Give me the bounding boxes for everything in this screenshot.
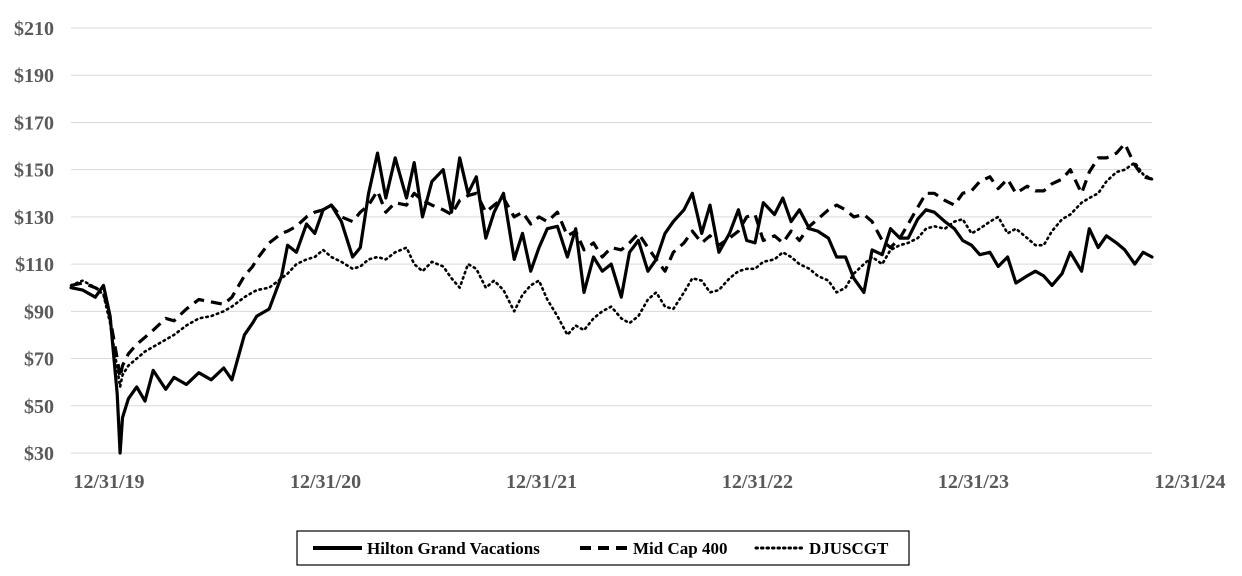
x-tick-label: 12/31/21 [506,471,577,493]
y-tick-label: $70 [24,349,54,371]
series-line-dashed [70,142,1153,379]
y-tick-label: $190 [14,65,54,87]
series-group [69,142,1154,455]
y-tick-label: $50 [24,396,54,418]
y-tick-label: $170 [14,112,54,134]
y-tick-label: $30 [24,443,54,465]
x-tick-label: 12/31/19 [73,471,144,493]
legend: Hilton Grand Vacations Mid Cap 400 DJUSC… [296,530,910,566]
x-tick-label: 12/31/22 [722,471,793,493]
legend-label-hilton: Hilton Grand Vacations [367,539,540,558]
y-axis: $30 $50 $70 $90 $110 $130 $150 $170 $190 $210 [14,18,54,465]
y-tick-label: $210 [14,18,54,40]
x-axis: 12/31/19 12/31/20 12/31/21 12/31/22 12/31/23… [73,471,1225,493]
legend-label-midcap: Mid Cap 400 [633,539,727,558]
y-tick-label: $110 [15,254,54,276]
x-tick-label: 12/31/23 [938,471,1009,493]
series-line-solid [69,151,1154,455]
y-tick-label: $130 [14,207,54,229]
gridlines [71,27,1152,454]
series-line-dotted [69,161,1154,389]
y-tick-label: $150 [14,160,54,182]
x-tick-label: 12/31/24 [1154,471,1225,493]
legend-label-djuscgt: DJUSCGT [809,539,889,558]
x-tick-label: 12/31/20 [290,471,361,493]
y-tick-label: $90 [24,301,54,323]
